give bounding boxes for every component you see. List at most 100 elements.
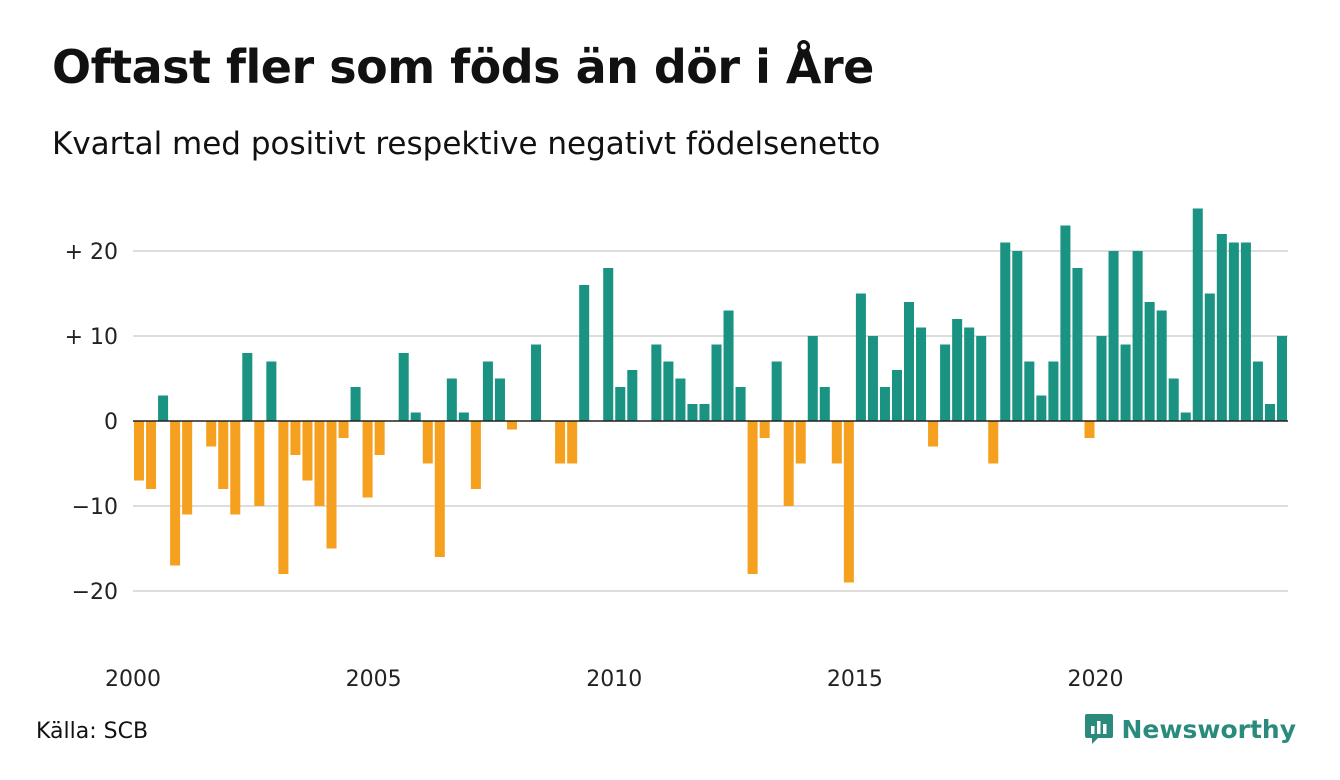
y-tick-label: −20 bbox=[72, 580, 118, 605]
bar-positive bbox=[458, 412, 469, 421]
bar-positive bbox=[771, 361, 782, 421]
bar-negative bbox=[302, 421, 313, 481]
bar-positive bbox=[723, 310, 734, 421]
bar-positive bbox=[1036, 395, 1047, 421]
bar-negative bbox=[278, 421, 289, 574]
bar-positive bbox=[675, 378, 686, 421]
bar-positive bbox=[699, 404, 710, 421]
newsworthy-logo: Newsworthy bbox=[1084, 712, 1297, 746]
bar-positive bbox=[1072, 268, 1083, 421]
bar-positive bbox=[1060, 225, 1071, 421]
x-tick-label: 2005 bbox=[346, 667, 402, 692]
bar-negative bbox=[362, 421, 373, 498]
bar-positive bbox=[711, 344, 722, 421]
bar-positive bbox=[891, 370, 902, 421]
source-note: Källa: SCB bbox=[36, 719, 149, 744]
bar-positive bbox=[1096, 336, 1107, 421]
bar-negative bbox=[146, 421, 157, 489]
bar-negative bbox=[218, 421, 229, 489]
bar-positive bbox=[1144, 302, 1155, 421]
bar-positive bbox=[976, 336, 987, 421]
chart-title: Oftast fler som föds än dör i Åre bbox=[52, 40, 874, 94]
bar-positive bbox=[687, 404, 698, 421]
grid-lines bbox=[133, 250, 1288, 592]
brand-name: Newsworthy bbox=[1121, 714, 1297, 744]
bar-positive bbox=[627, 370, 638, 421]
y-tick-label: + 10 bbox=[65, 325, 118, 350]
bar-negative bbox=[206, 421, 217, 447]
bar-negative bbox=[831, 421, 842, 464]
bar-positive bbox=[350, 387, 361, 421]
bar-negative bbox=[314, 421, 325, 506]
bar-positive bbox=[1264, 404, 1275, 421]
bar-negative bbox=[182, 421, 193, 515]
y-tick-label: −10 bbox=[72, 495, 118, 520]
x-tick-label: 2015 bbox=[827, 667, 883, 692]
bar-positive bbox=[904, 302, 915, 421]
bar-positive bbox=[1012, 251, 1023, 421]
bar-negative bbox=[290, 421, 301, 455]
bar-positive bbox=[952, 319, 963, 421]
bar-positive bbox=[1180, 412, 1191, 421]
bar-negative bbox=[506, 421, 517, 430]
newsworthy-logo-icon bbox=[1084, 714, 1113, 744]
bar-negative bbox=[795, 421, 806, 464]
y-tick-label: 0 bbox=[104, 410, 118, 435]
bar-positive bbox=[916, 327, 927, 421]
bar-positive bbox=[242, 353, 253, 421]
bar-positive bbox=[446, 378, 457, 421]
bar-positive bbox=[1024, 361, 1035, 421]
bar-negative bbox=[374, 421, 385, 455]
bar-positive bbox=[158, 395, 169, 421]
bar-negative bbox=[1084, 421, 1095, 438]
bar-positive bbox=[398, 353, 409, 421]
bar-negative bbox=[747, 421, 758, 574]
bar-positive bbox=[1132, 251, 1143, 421]
bar-positive bbox=[1204, 293, 1215, 421]
bar-negative bbox=[434, 421, 445, 557]
bar-positive bbox=[1000, 242, 1011, 421]
bar-positive bbox=[482, 361, 493, 421]
bar-positive bbox=[1228, 242, 1239, 421]
x-axis-labels: 2000 2005 2010 2015 2020 bbox=[105, 667, 1124, 692]
bar-positive bbox=[615, 387, 626, 421]
bar-negative bbox=[783, 421, 794, 506]
bar-positive bbox=[855, 293, 866, 421]
bar-positive bbox=[579, 285, 590, 421]
bar-positive bbox=[1156, 310, 1167, 421]
bar-positive bbox=[1048, 361, 1059, 421]
bar-negative bbox=[338, 421, 349, 438]
y-tick-label: + 20 bbox=[65, 240, 118, 265]
bar-positive bbox=[1168, 378, 1179, 421]
bar-negative bbox=[988, 421, 999, 464]
bar-negative bbox=[759, 421, 770, 438]
bar-positive bbox=[1276, 336, 1287, 421]
bar-negative bbox=[254, 421, 265, 506]
bar-positive bbox=[867, 336, 878, 421]
bar-positive bbox=[1192, 208, 1203, 421]
bar-positive bbox=[1240, 242, 1251, 421]
bar-negative bbox=[422, 421, 433, 464]
bar-negative bbox=[843, 421, 854, 583]
x-tick-label: 2010 bbox=[586, 667, 642, 692]
bar-negative bbox=[470, 421, 481, 489]
y-axis-labels: + 20 + 10 0 −10 −20 bbox=[65, 240, 118, 605]
x-tick-label: 2000 bbox=[105, 667, 161, 692]
chart-subtitle: Kvartal med positivt respektive negativt… bbox=[52, 126, 881, 162]
bar-negative bbox=[230, 421, 241, 515]
bar-positive bbox=[1252, 361, 1263, 421]
bar-positive bbox=[735, 387, 746, 421]
bar-positive bbox=[1120, 344, 1131, 421]
bars bbox=[134, 208, 1287, 583]
bar-positive bbox=[651, 344, 662, 421]
x-tick-label: 2020 bbox=[1068, 667, 1124, 692]
bar-negative bbox=[134, 421, 145, 481]
bar-positive bbox=[879, 387, 890, 421]
bar-negative bbox=[170, 421, 181, 566]
bar-negative bbox=[567, 421, 578, 464]
bar-positive bbox=[964, 327, 975, 421]
bar-positive bbox=[266, 361, 277, 421]
bar-negative bbox=[928, 421, 939, 447]
bar-positive bbox=[603, 268, 614, 421]
